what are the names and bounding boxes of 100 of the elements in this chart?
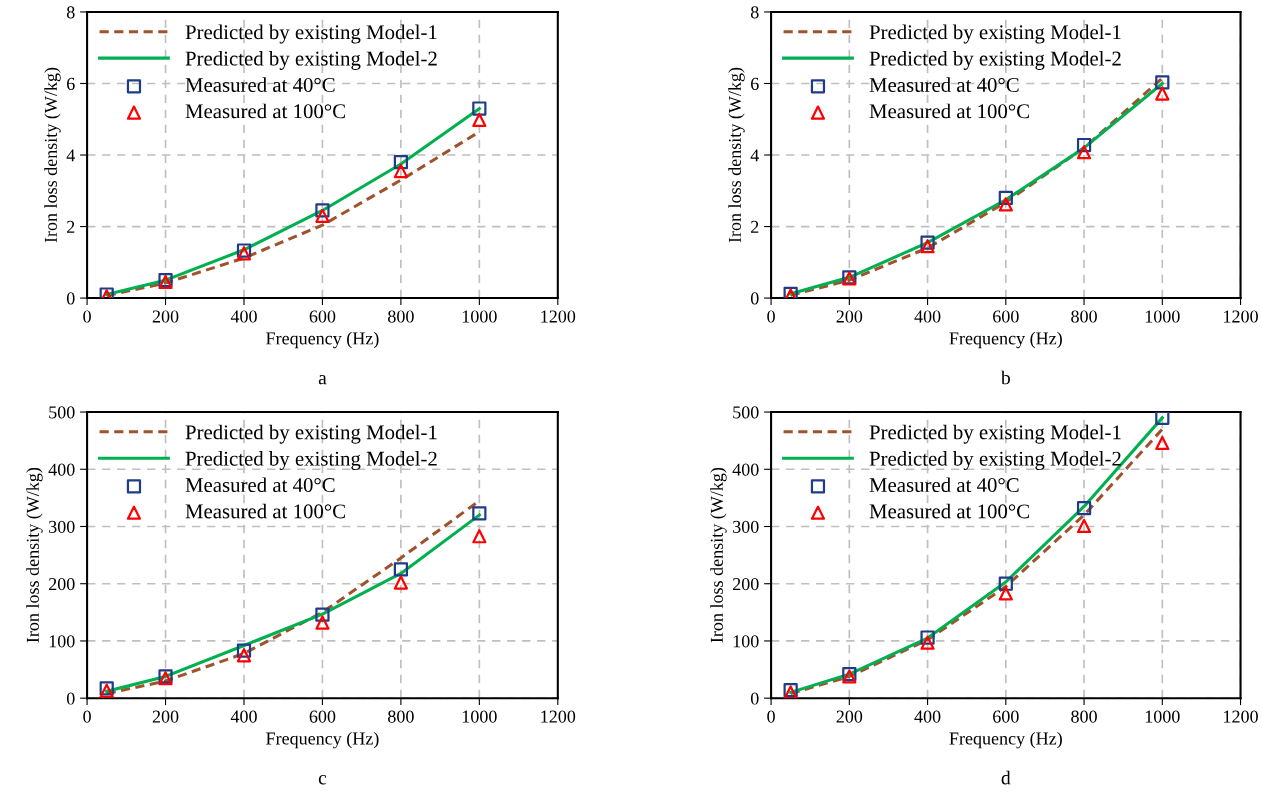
x-tick-label: 200	[152, 310, 179, 323]
x-tick-label: 1000	[462, 310, 497, 323]
y-tick-label: 6	[67, 77, 75, 90]
point	[315, 203, 330, 218]
x-tick-label: 1000	[462, 710, 497, 723]
legend-label: Predicted by existing Model-1	[185, 24, 437, 44]
point	[1076, 518, 1092, 534]
point	[1076, 137, 1092, 153]
point	[472, 112, 487, 128]
x-axis-title: Frequency (Hz)	[266, 731, 379, 749]
legend-label: Predicted by existing Model-2	[869, 50, 1121, 70]
x-tick-label: 1000	[1145, 710, 1180, 723]
point	[393, 163, 409, 179]
y-tick-label: 8	[66, 6, 75, 19]
x-tick-label: 600	[309, 310, 336, 323]
x-tick-label: 600	[993, 710, 1019, 723]
legend-label: Predicted by existing Model-1	[869, 424, 1121, 444]
legend-label: Measured at 40°C	[185, 77, 335, 92]
x-axis-title: Frequency (Hz)	[949, 331, 1062, 349]
x-tick-label: 1200	[541, 310, 576, 323]
point	[1076, 501, 1092, 516]
x-tick-label: 1200	[1224, 710, 1258, 723]
y-tick-label: 200	[732, 577, 759, 591]
y-tick-label: 100	[49, 635, 75, 648]
point	[998, 576, 1013, 591]
point	[393, 155, 409, 170]
point	[998, 190, 1013, 206]
point	[315, 615, 330, 630]
y-tick-label: 0	[750, 292, 759, 305]
legend-label: Measured at 100°C	[185, 503, 345, 519]
point	[1155, 86, 1170, 101]
point	[315, 208, 330, 223]
legend-label: Measured at 40°C	[869, 77, 1019, 92]
point	[236, 643, 252, 658]
x-tick-label: 1000	[1145, 310, 1180, 323]
x-tick-label: 1200	[541, 710, 576, 723]
x-tick-label: 0	[83, 710, 91, 723]
x-tick-label: 0	[83, 310, 91, 323]
y-tick-label: 2	[751, 220, 759, 233]
y-tick-label: 300	[49, 520, 75, 533]
x-tick-label: 800	[1071, 310, 1097, 323]
y-tick-label: 6	[751, 77, 759, 90]
x-axis-title: Frequency (Hz)	[949, 731, 1062, 749]
point	[1155, 412, 1170, 425]
point	[1155, 435, 1170, 451]
x-axis-title: Frequency (Hz)	[266, 331, 379, 349]
point	[236, 648, 252, 663]
point	[472, 529, 487, 544]
legend-label: Predicted by existing Model-2	[185, 50, 437, 70]
point	[393, 562, 409, 577]
point	[998, 586, 1013, 601]
x-tick-label: 400	[914, 310, 941, 323]
y-tick-label: 300	[733, 520, 759, 533]
y-tick-label: 500	[49, 406, 75, 419]
y-tick-label: 400	[732, 463, 759, 476]
x-tick-label: 400	[230, 710, 257, 723]
text: d	[1001, 770, 1011, 785]
point	[1155, 75, 1170, 90]
x-tick-label: 1200	[1224, 310, 1258, 323]
y-tick-label: 100	[733, 635, 759, 648]
x-tick-label: 200	[836, 710, 863, 723]
point	[920, 239, 935, 254]
x-tick-label: 600	[993, 310, 1019, 323]
y-tick-label: 0	[750, 692, 759, 705]
point	[920, 635, 935, 650]
y-tick-label: 8	[750, 6, 759, 19]
y-axis-title: Iron loss density (W/kg)	[26, 467, 43, 643]
x-tick-label: 800	[1071, 710, 1097, 723]
legend-label: Measured at 100°C	[869, 503, 1029, 519]
legend-label: Measured at 100°C	[869, 103, 1029, 119]
y-tick-label: 200	[48, 577, 75, 591]
y-axis-title: Iron loss density (W/kg)	[44, 67, 61, 243]
x-tick-label: 0	[767, 710, 775, 723]
point	[920, 235, 935, 250]
text: c	[318, 775, 327, 785]
legend-label: Predicted by existing Model-1	[185, 424, 437, 444]
legend-label: Measured at 100°C	[185, 103, 345, 119]
x-tick-label: 400	[230, 310, 257, 323]
y-tick-label: 2	[67, 220, 75, 233]
point	[998, 197, 1013, 212]
point	[315, 607, 330, 622]
point	[920, 630, 935, 645]
y-tick-label: 4	[750, 149, 759, 162]
legend-label: Predicted by existing Model-2	[869, 451, 1121, 470]
point	[1076, 145, 1092, 160]
x-tick-label: 200	[836, 310, 863, 323]
legend-label: Measured at 40°C	[185, 477, 335, 493]
legend-label: Predicted by existing Model-1	[869, 24, 1121, 44]
x-tick-label: 200	[152, 710, 179, 723]
y-tick-label: 400	[48, 463, 75, 476]
legend-label: Predicted by existing Model-2	[185, 451, 437, 470]
point	[472, 506, 487, 521]
text: b	[1000, 370, 1010, 385]
text: a	[318, 375, 327, 385]
y-axis-title: Iron loss density (W/kg)	[728, 67, 745, 243]
y-tick-label: 500	[733, 406, 759, 419]
point	[472, 101, 487, 116]
x-tick-label: 600	[309, 710, 336, 723]
point	[393, 575, 409, 590]
y-tick-label: 0	[66, 692, 75, 705]
